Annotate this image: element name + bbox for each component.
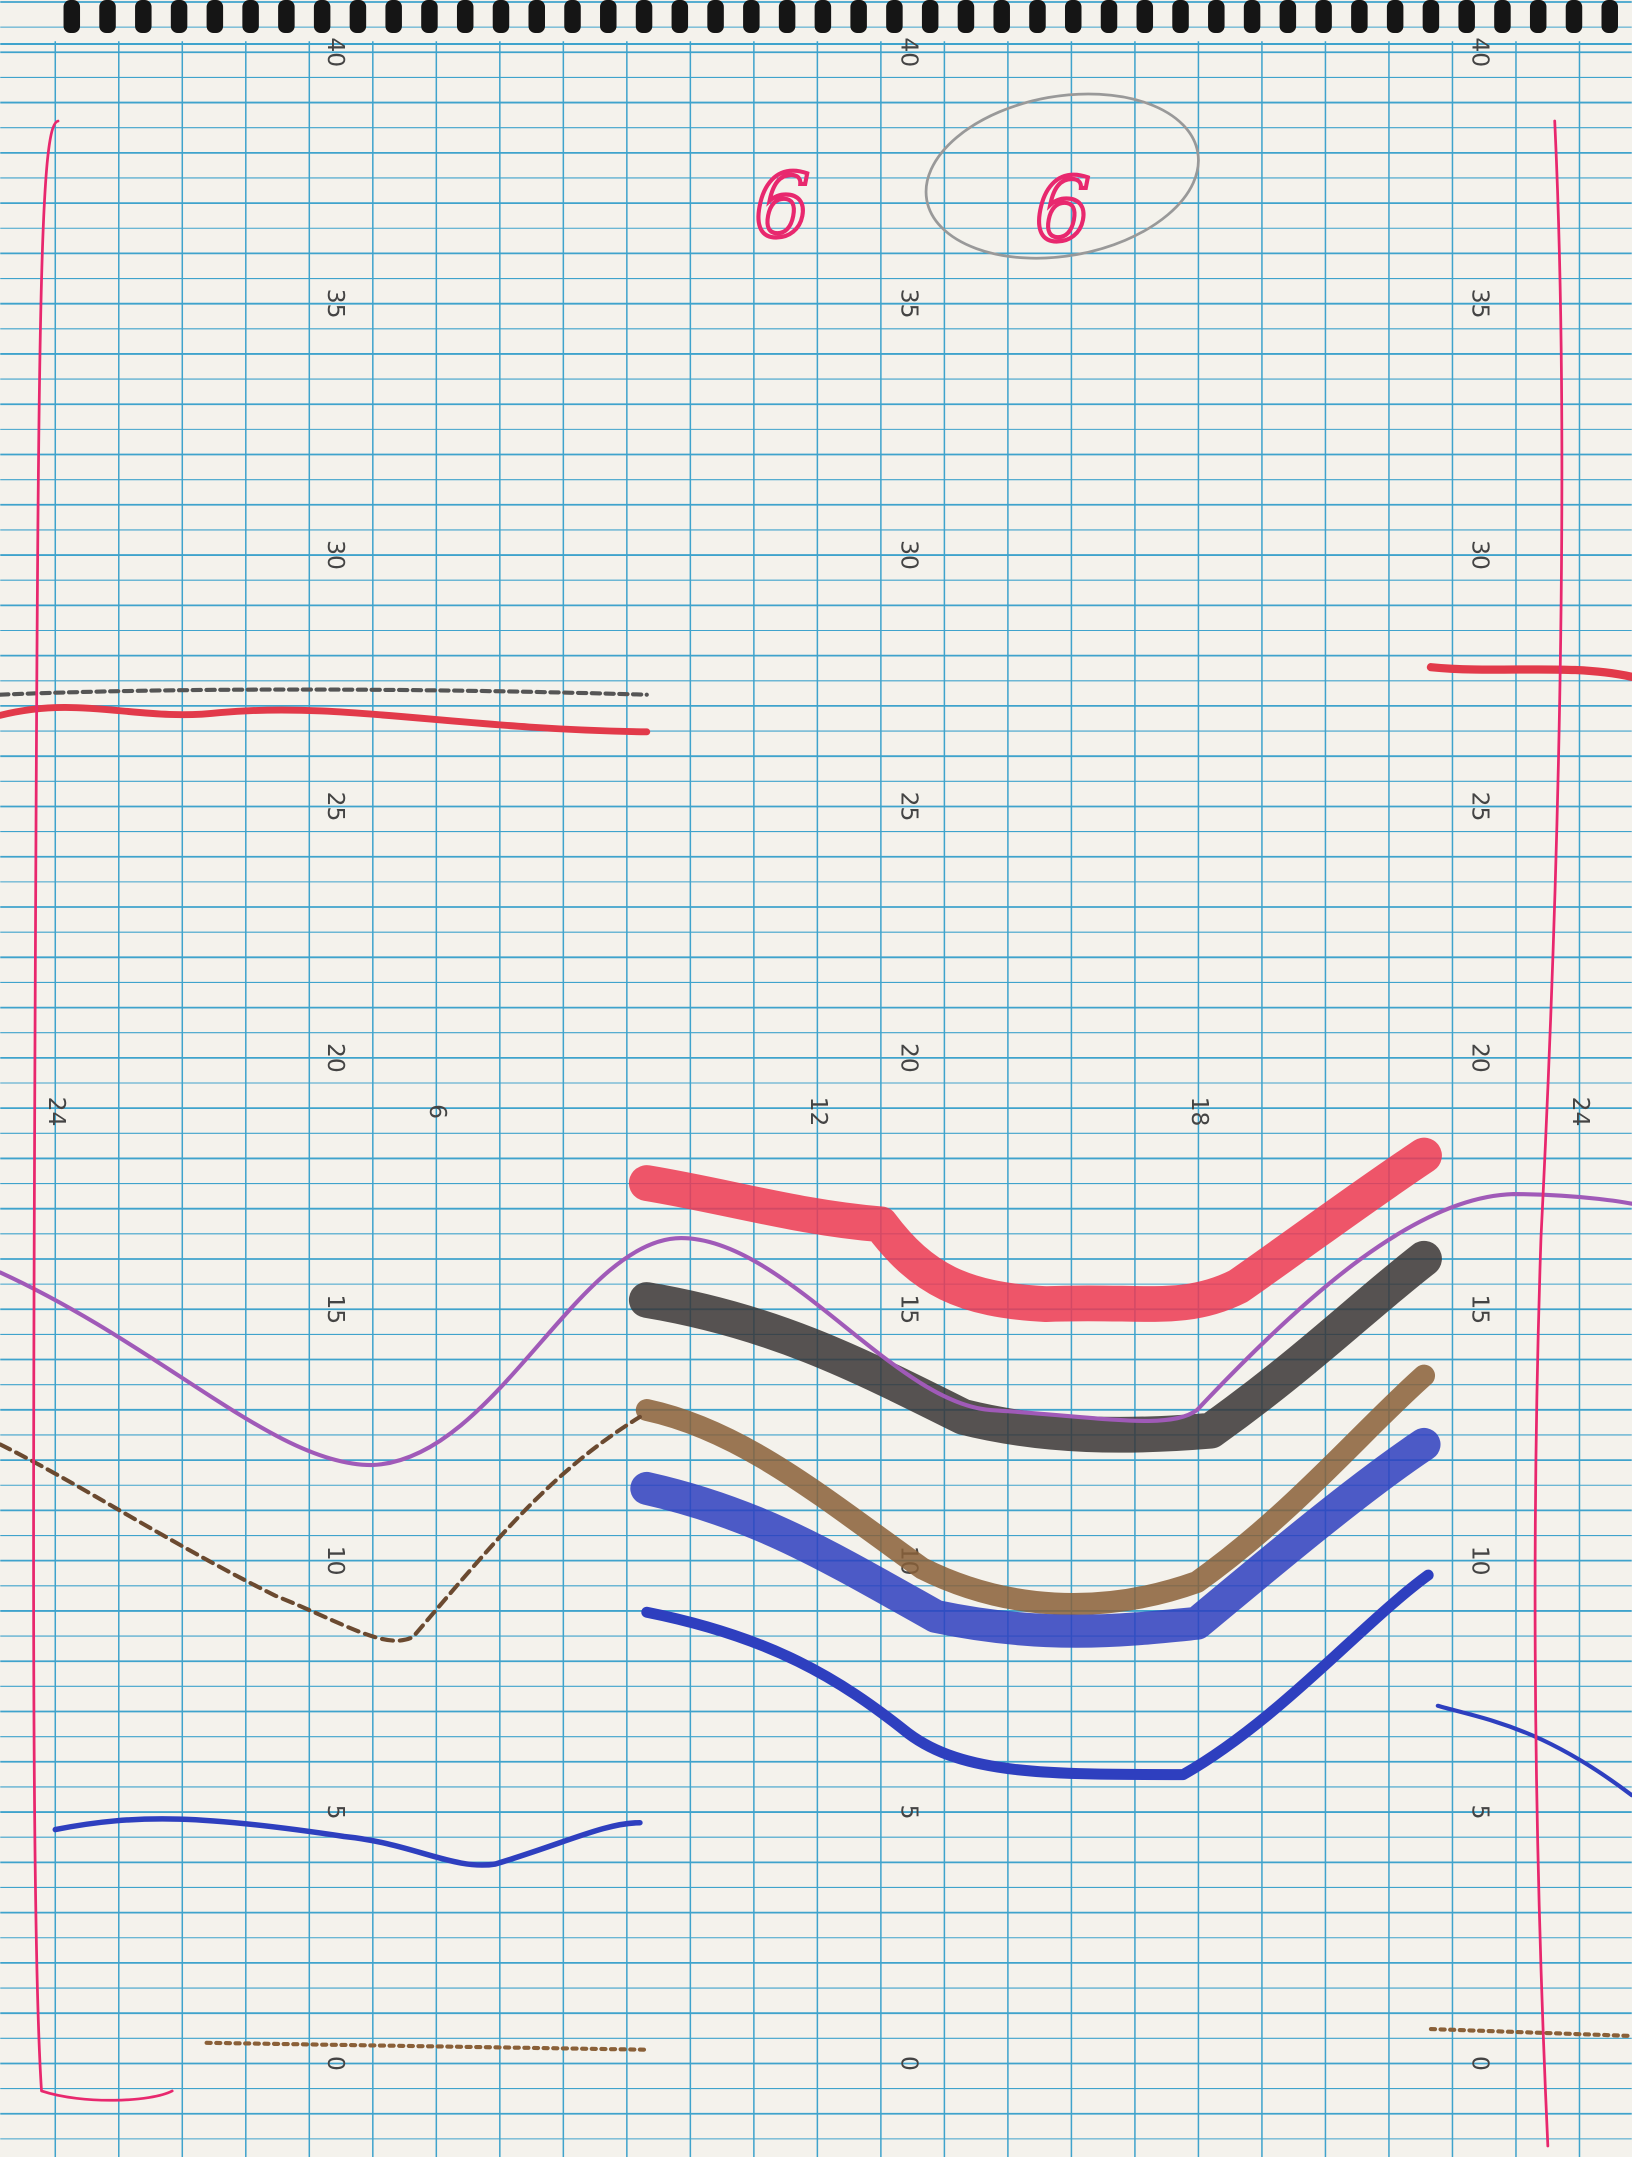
- binder-hole: [671, 0, 689, 34]
- hour-label: 6: [424, 1104, 452, 1119]
- binder-hole: [242, 0, 259, 34]
- binder-hole: [1208, 0, 1225, 34]
- binder-hole: [1494, 0, 1511, 34]
- bracket-left: [32, 119, 174, 2102]
- binder-hole: [635, 0, 653, 34]
- binder-hole: [1100, 0, 1118, 34]
- binder-hole: [421, 0, 438, 34]
- binder-hole: [170, 0, 188, 34]
- annotation: 6: [754, 155, 810, 258]
- scale-label: 25: [322, 792, 350, 822]
- binder-hole: [1064, 0, 1082, 34]
- binder-hole: [1136, 0, 1154, 34]
- binder-hole: [1315, 0, 1332, 34]
- binder-hole: [564, 0, 581, 34]
- scale-label: 35: [322, 289, 350, 319]
- binder-holes: [63, 0, 1618, 34]
- black-band: [628, 1240, 1442, 1453]
- scale-label: 15: [896, 1294, 924, 1324]
- hour-label: 18: [1186, 1097, 1214, 1127]
- bracket-right: [1533, 119, 1564, 2148]
- red-trace-right: [1426, 663, 1632, 681]
- red-band: [628, 1137, 1442, 1322]
- hour-label: 24: [1567, 1097, 1595, 1127]
- scale-label: 30: [896, 540, 924, 570]
- binder-hole: [1565, 0, 1583, 34]
- hour-label: 24: [43, 1097, 71, 1127]
- binder-hole: [206, 0, 224, 34]
- scale-label: 40: [322, 37, 350, 67]
- scale-label: 30: [1467, 540, 1495, 570]
- binder-hole: [456, 0, 474, 34]
- binder-hole: [1601, 0, 1618, 34]
- binder-hole: [1279, 0, 1297, 34]
- binder-hole: [886, 0, 903, 34]
- scale-label: 20: [1467, 1043, 1495, 1073]
- binder-hole: [957, 0, 975, 34]
- black-trace-left: [0, 687, 649, 697]
- scale-label: 40: [1467, 37, 1495, 67]
- scale-label: 15: [322, 1294, 350, 1324]
- binder-hole: [492, 0, 510, 34]
- pencil-circle: [924, 92, 1200, 260]
- scale-label: 0: [896, 2056, 924, 2071]
- brown-band: [635, 1364, 1436, 1615]
- binder-hole: [349, 0, 367, 34]
- binder-hole: [707, 0, 724, 34]
- scale-label: 5: [896, 1805, 924, 1820]
- blue-trace-right: [1435, 1703, 1632, 1798]
- binder-hole: [814, 0, 832, 34]
- traces: [0, 92, 1632, 2148]
- purple-trace: [0, 1191, 1632, 1468]
- binder-hole: [921, 0, 939, 34]
- binder-hole: [135, 0, 152, 34]
- binder-hole: [1386, 0, 1404, 34]
- baseline-trace: [204, 2027, 1632, 2052]
- scale-label: 20: [322, 1043, 350, 1073]
- binder-hole: [778, 0, 796, 34]
- blue-band: [630, 1427, 1441, 1648]
- binder-hole: [63, 0, 81, 34]
- blue-thin-band: [641, 1569, 1434, 1781]
- scale-label: 35: [896, 289, 924, 319]
- annotation: 6: [1035, 159, 1091, 262]
- red-trace-left: [0, 704, 651, 736]
- scale-label: 5: [322, 1805, 350, 1820]
- binder-hole: [1458, 0, 1475, 34]
- scale-label: 40: [896, 37, 924, 67]
- binder-hole: [278, 0, 295, 34]
- binder-hole: [313, 0, 331, 34]
- scale-label: 0: [322, 2056, 350, 2071]
- scale-label: 10: [1467, 1546, 1495, 1576]
- scale-label: 30: [322, 540, 350, 570]
- binder-hole: [99, 0, 116, 34]
- binder-hole: [528, 0, 545, 34]
- labels: 40 35 30 25 20 15 10 5 0 40 35 30 25 20 15 10 5 0 40 35 30 25…: [43, 37, 1595, 2070]
- scale-label: 20: [896, 1043, 924, 1073]
- binder-hole: [1172, 0, 1189, 34]
- scale-label: 35: [1467, 289, 1495, 319]
- blue-trace-left: [52, 1816, 643, 1868]
- binder-hole: [850, 0, 867, 34]
- binder-hole: [743, 0, 760, 34]
- scale-label: 10: [322, 1546, 350, 1576]
- binder-hole: [993, 0, 1010, 34]
- binder-hole: [1422, 0, 1440, 34]
- scale-label: 25: [896, 792, 924, 822]
- hour-label: 12: [805, 1097, 833, 1127]
- scale-label: 25: [1467, 792, 1495, 822]
- binder-hole: [385, 0, 402, 34]
- binder-hole: [600, 0, 617, 34]
- binder-hole: [1029, 0, 1046, 34]
- scale-label: 15: [1467, 1294, 1495, 1324]
- binder-hole: [1529, 0, 1547, 34]
- binder-hole: [1351, 0, 1368, 34]
- brown-trace-left: [0, 1414, 642, 1643]
- scale-label: 0: [1467, 2056, 1495, 2071]
- binder-hole: [1243, 0, 1261, 34]
- scale-label: 5: [1467, 1805, 1495, 1820]
